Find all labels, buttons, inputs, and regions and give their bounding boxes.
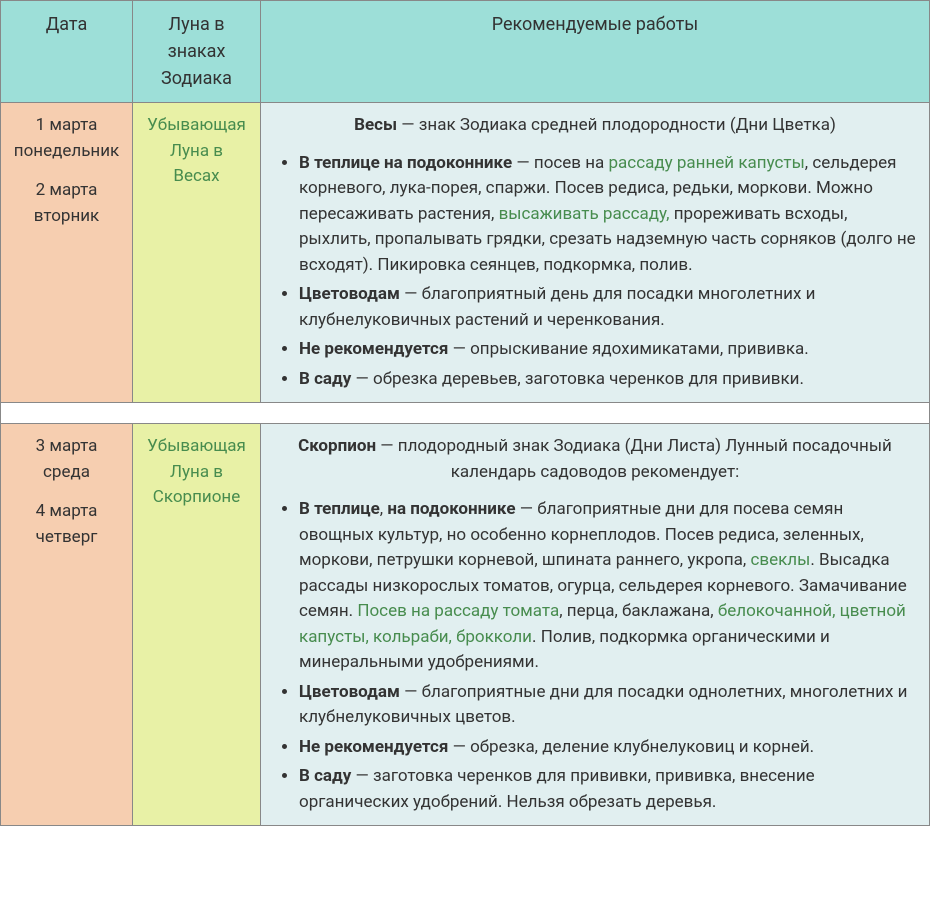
rec-list-item: В теплице, на подоконнике — благоприятны… [299, 497, 917, 676]
rec-intro: Весы — знак Зодиака средней плодородност… [273, 113, 917, 139]
rec-list-item: Не рекомендуется — опрыскивание ядохимик… [299, 337, 917, 363]
lunar-calendar-table: Дата Луна в знаках Зодиака Рекомендуемые… [0, 0, 930, 826]
rec-list: В теплице на подоконнике — посев на расс… [273, 151, 917, 393]
date-day: 4 марта [13, 499, 120, 525]
rec-intro-sign: Скорпион [298, 436, 376, 456]
rec-item-heading: Не рекомендуется [299, 737, 448, 757]
rec-list-item: Цветоводам — благоприятные дни для посад… [299, 680, 917, 731]
rec-list-item: В саду — обрезка деревьев, заготовка чер… [299, 367, 917, 393]
recommendations-cell: Весы — знак Зодиака средней плодородност… [261, 103, 930, 403]
date-cell: 1 мартапонедельник 2 мартавторник [1, 103, 133, 403]
rec-item-heading: В саду [299, 369, 351, 389]
date-day: 1 марта [13, 113, 120, 139]
date-cell: 3 мартасреда 4 мартачетверг [1, 424, 133, 826]
zodiac-sign-cell: Убывающая Луна в Весах [133, 103, 261, 403]
table-header: Дата Луна в знаках Зодиака Рекомендуемые… [1, 1, 930, 103]
rec-item-heading: на подоконнике [387, 499, 515, 519]
date-block: 2 мартавторник [13, 178, 120, 229]
date-day: 2 марта [13, 178, 120, 204]
rec-item-heading: Не рекомендуется [299, 339, 448, 359]
rec-list-item: Не рекомендуется — обрезка, деление клуб… [299, 735, 917, 761]
table-row: 3 мартасреда 4 мартачетверг Убывающая Луна… [1, 424, 930, 826]
row-spacer [1, 403, 930, 424]
rec-intro-sign: Весы [354, 115, 397, 135]
rec-item-heading: Цветоводам [299, 682, 400, 702]
rec-list: В теплице, на подоконнике — благоприятны… [273, 497, 917, 815]
rec-item-heading: В саду [299, 766, 351, 786]
header-sign: Луна в знаках Зодиака [133, 1, 261, 103]
rec-link[interactable]: Посев на рассаду томата [357, 601, 559, 621]
rec-item-heading: Цветоводам [299, 284, 400, 304]
rec-link[interactable]: высаживать рассаду, [499, 204, 670, 224]
rec-link[interactable]: свеклы [750, 550, 810, 570]
rec-list-item: В теплице на подоконнике — посев на расс… [299, 151, 917, 279]
recommendations-cell: Скорпион — плодородный знак Зодиака (Дни… [261, 424, 930, 826]
rec-list-item: Цветоводам — благоприятный день для поса… [299, 282, 917, 333]
zodiac-sign-cell: Убывающая Луна в Скорпионе [133, 424, 261, 826]
date-block: 4 мартачетверг [13, 499, 120, 550]
date-day: 3 марта [13, 434, 120, 460]
table-row: 1 мартапонедельник 2 мартавторник Убывающа… [1, 103, 930, 403]
date-weekday: четверг [13, 525, 120, 551]
rec-list-item: В саду — заготовка черенков для прививки… [299, 764, 917, 815]
date-block: 3 мартасреда [13, 434, 120, 485]
date-weekday: среда [13, 460, 120, 486]
rec-link[interactable]: рассаду ранней капусты [609, 153, 805, 173]
date-weekday: понедельник [13, 139, 120, 165]
date-weekday: вторник [13, 204, 120, 230]
rec-item-heading: В теплице на подоконнике [299, 153, 512, 173]
date-block: 1 мартапонедельник [13, 113, 120, 164]
header-rec: Рекомендуемые работы [261, 1, 930, 103]
rec-item-heading: В теплице [299, 499, 380, 519]
rec-intro: Скорпион — плодородный знак Зодиака (Дни… [273, 434, 917, 485]
header-date: Дата [1, 1, 133, 103]
